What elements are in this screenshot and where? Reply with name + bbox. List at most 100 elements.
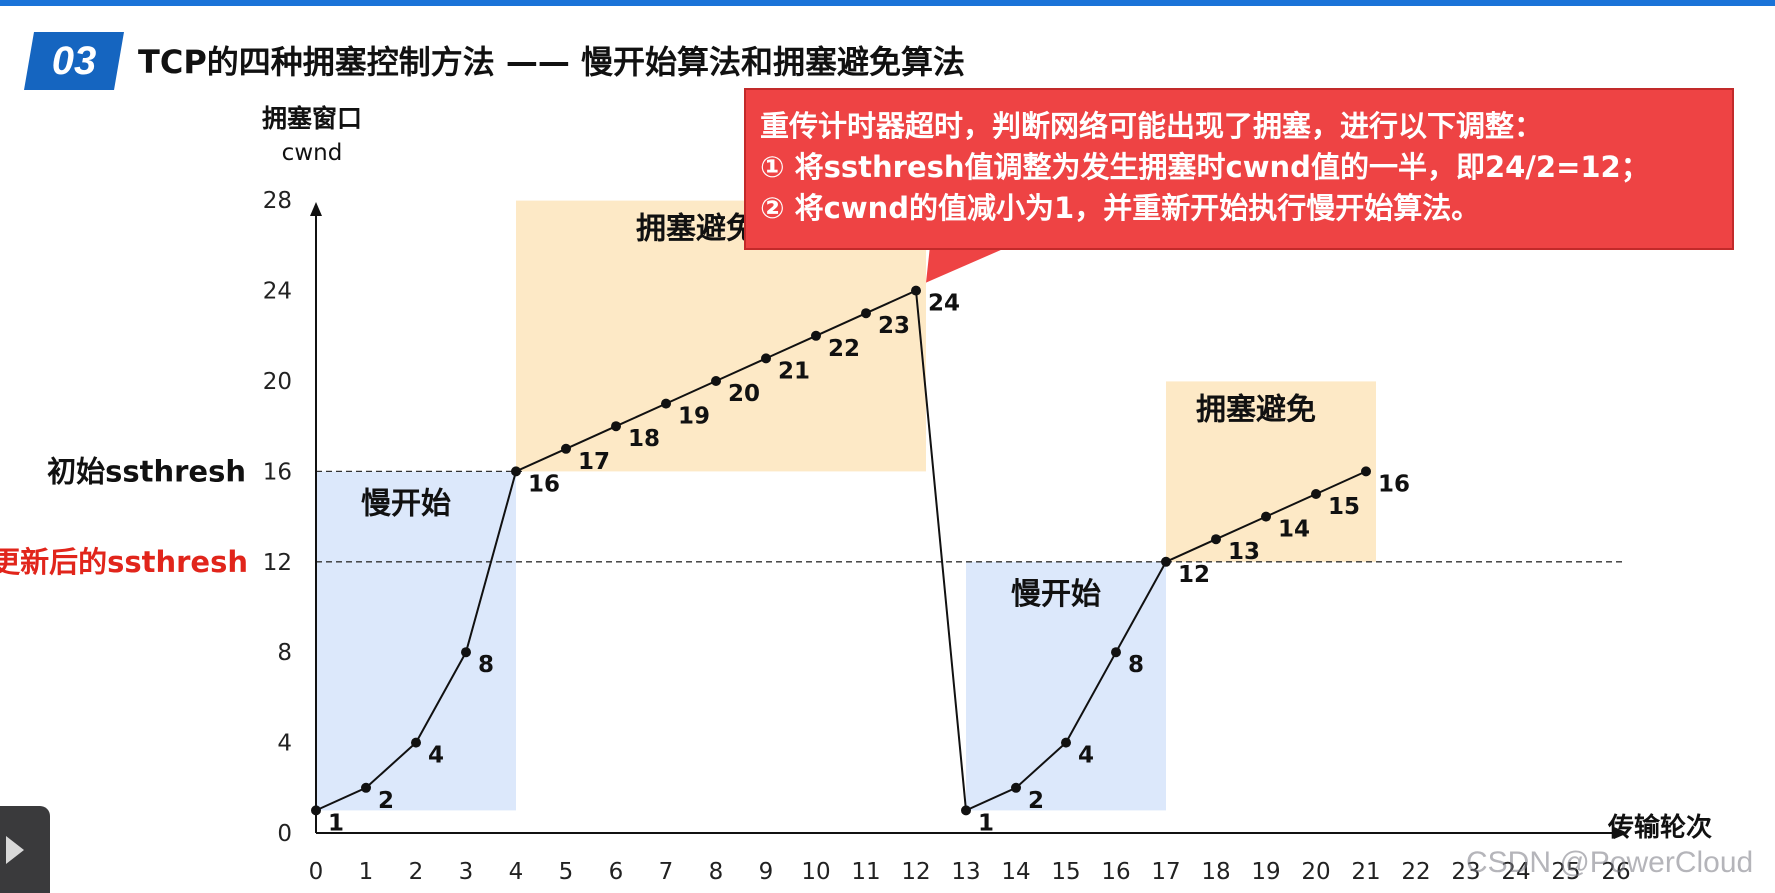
region-label: 慢开始 (1011, 577, 1101, 612)
callout-line-3: ② 将cwnd的值减小为1，并重新开始执行慢开始算法。 (760, 191, 1481, 225)
ssthresh-label-0: 初始ssthresh (47, 454, 246, 488)
section-badge (24, 32, 124, 90)
y-tick-label: 24 (263, 279, 292, 305)
data-point (611, 421, 621, 432)
data-point (1111, 647, 1121, 658)
y-tick-label: 8 (277, 640, 292, 666)
data-point (1311, 489, 1321, 499)
x-tick-label: 8 (709, 859, 724, 885)
data-point (1361, 466, 1371, 477)
x-tick-label: 14 (1001, 859, 1030, 885)
data-point (911, 285, 921, 296)
x-tick-label: 13 (951, 859, 980, 885)
x-tick-label: 16 (1101, 859, 1130, 885)
series-layer (311, 285, 1371, 816)
region-label: 拥塞避免 (1196, 392, 1316, 427)
reference-line-layer (316, 470, 1624, 563)
data-point (1061, 737, 1071, 748)
data-label: 8 (478, 652, 494, 678)
y-tick-label: 12 (263, 550, 292, 576)
callout-pointer (926, 246, 1010, 283)
x-tick-label: 19 (1251, 859, 1280, 885)
data-label: 24 (928, 291, 960, 317)
ssthresh-label-1: 更新后的ssthresh (0, 545, 248, 579)
x-tick-label: 17 (1151, 859, 1180, 885)
x-tick-label: 21 (1351, 859, 1380, 885)
y-tick-label: 0 (277, 821, 292, 847)
x-tick-label: 26 (1601, 859, 1630, 885)
x-tick-label: 20 (1301, 859, 1330, 885)
x-axis-arrow (1614, 827, 1628, 839)
page-title: TCP的四种拥塞控制方法 —— 慢开始算法和拥塞避免算法 (138, 43, 966, 81)
data-label: 1 (328, 810, 344, 836)
region-slow-start-0 (316, 471, 516, 811)
data-point (711, 376, 721, 386)
y-tick-label: 4 (277, 731, 292, 757)
data-point (961, 805, 971, 816)
data-point (661, 398, 671, 409)
data-label: 16 (528, 471, 560, 497)
data-label: 22 (828, 336, 860, 362)
x-tick-label: 12 (901, 859, 930, 885)
x-tick-label: 1 (359, 859, 374, 885)
watermark: CSDN @PowerCloud (1466, 846, 1754, 879)
x-tick-label: 11 (851, 859, 880, 885)
y-tick-label: 20 (263, 369, 292, 395)
x-tick-label: 7 (659, 859, 674, 885)
data-point (1211, 534, 1221, 545)
data-label: 1 (978, 810, 994, 836)
y-axis-title: 拥塞窗口 (262, 104, 362, 133)
data-point (511, 466, 521, 477)
y-axis-arrow (310, 202, 322, 216)
data-point (811, 330, 821, 341)
region-label: 拥塞避免 (636, 212, 756, 247)
data-point (861, 308, 871, 319)
region-label: 慢开始 (361, 486, 451, 521)
top-accent-bar (0, 0, 1775, 6)
axes-layer (310, 202, 1628, 839)
data-label: 21 (778, 358, 810, 384)
data-label: 20 (728, 381, 760, 407)
data-label: 23 (878, 313, 910, 339)
callout-line-2: ① 将ssthresh值调整为发生拥塞时cwnd值的一半，即24/2=12； (760, 150, 1650, 184)
data-point (1261, 511, 1271, 522)
data-point (461, 647, 471, 658)
data-label: 18 (628, 426, 660, 452)
x-tick-label: 0 (309, 859, 324, 885)
data-label: 12 (1178, 562, 1210, 588)
x-tick-label: 3 (459, 859, 474, 885)
x-tick-label: 24 (1501, 859, 1530, 885)
x-tick-label: 9 (759, 859, 774, 885)
play-button[interactable] (0, 806, 50, 893)
data-label: 13 (1228, 539, 1260, 565)
region-slow-start-2 (966, 561, 1166, 811)
data-label: 2 (1028, 788, 1044, 814)
x-tick-label: 23 (1451, 859, 1480, 885)
data-label: 14 (1278, 517, 1310, 543)
data-point (361, 782, 371, 793)
play-icon (6, 836, 24, 864)
data-point (1011, 782, 1021, 793)
data-point (1161, 556, 1171, 567)
data-label: 4 (1078, 743, 1094, 769)
x-tick-label: 22 (1401, 859, 1430, 885)
x-tick-label: 2 (409, 859, 424, 885)
data-label: 19 (678, 404, 710, 430)
data-label: 4 (428, 743, 444, 769)
y-axis-unit: cwnd (282, 140, 343, 166)
callout-line-1: 重传计时器超时，判断网络可能出现了拥塞，进行以下调整： (760, 109, 1544, 143)
data-point (411, 737, 421, 748)
x-tick-label: 15 (1051, 859, 1080, 885)
data-point (311, 805, 321, 816)
x-tick-label: 5 (559, 859, 574, 885)
y-tick-label: 16 (263, 459, 292, 485)
cwnd-line (315, 289, 1367, 812)
x-tick-label: 18 (1201, 859, 1230, 885)
data-label: 17 (578, 449, 610, 475)
data-label: 2 (378, 788, 394, 814)
section-number: 03 (51, 39, 97, 83)
x-tick-label: 6 (609, 859, 624, 885)
data-label: 16 (1378, 471, 1410, 497)
x-tick-label: 10 (801, 859, 830, 885)
